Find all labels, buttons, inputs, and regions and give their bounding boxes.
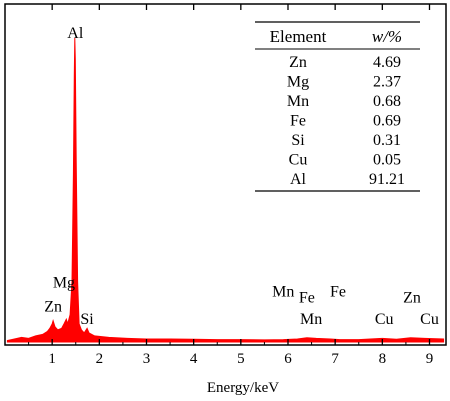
peak-label: Mn — [300, 311, 322, 328]
table-cell-value: 0.68 — [373, 93, 401, 110]
table-cell-element: Mn — [287, 93, 309, 110]
x-tick-label: 8 — [379, 351, 387, 367]
table-cell-element: Cu — [289, 152, 308, 169]
composition-table: Element w/% Zn 4.69 Mg 2.37 Mn 0.68 Fe 0.69 Si 0.31… — [255, 21, 420, 192]
plot-area — [6, 37, 445, 343]
peak-label: Mn — [272, 283, 294, 300]
table-header-element: Element — [270, 27, 327, 46]
peak-label: Fe — [299, 290, 315, 307]
peak-label: Zn — [403, 290, 421, 307]
table-cell-value: 0.31 — [373, 132, 401, 149]
x-tick-label: 6 — [284, 351, 292, 367]
x-tick-label: 1 — [48, 351, 56, 367]
table-cell-value: 4.69 — [373, 54, 401, 71]
x-tick-label: 4 — [190, 351, 198, 367]
peak-label: Cu — [420, 311, 439, 328]
peak-label: Fe — [330, 283, 346, 300]
x-tick-label: 3 — [143, 351, 151, 367]
table-header-value: w/% — [372, 27, 402, 46]
x-tick-label: 5 — [237, 351, 245, 367]
table-cell-value: 91.21 — [369, 171, 405, 188]
table-cell-element: Fe — [290, 113, 306, 130]
spectrum-series — [6, 37, 445, 343]
x-tick-label: 2 — [96, 351, 104, 367]
peak-label: Mg — [53, 274, 75, 291]
table-cell-element: Si — [291, 132, 305, 149]
table-cell-element: Mg — [287, 74, 309, 91]
x-tick-label: 7 — [331, 351, 339, 367]
peak-label: Al — [67, 25, 84, 42]
table-cell-value: 0.69 — [373, 113, 401, 130]
peak-labels: Al Mg Zn Si Mn Fe Fe Mn Cu Zn Cu — [44, 25, 439, 328]
x-tick-label: 9 — [426, 351, 434, 367]
table-cell-value: 2.37 — [373, 74, 401, 91]
table-cell-element: Al — [290, 171, 307, 188]
peak-label: Zn — [44, 299, 62, 316]
table-cell-element: Zn — [289, 54, 307, 71]
table-cell-value: 0.05 — [373, 152, 401, 169]
x-axis-label: Energy/keV — [207, 380, 279, 396]
peak-label: Si — [80, 311, 94, 328]
plot-frame — [4, 3, 447, 346]
axes: 1 2 3 4 5 6 7 8 9 — [4, 3, 447, 367]
peak-label: Cu — [375, 311, 394, 328]
